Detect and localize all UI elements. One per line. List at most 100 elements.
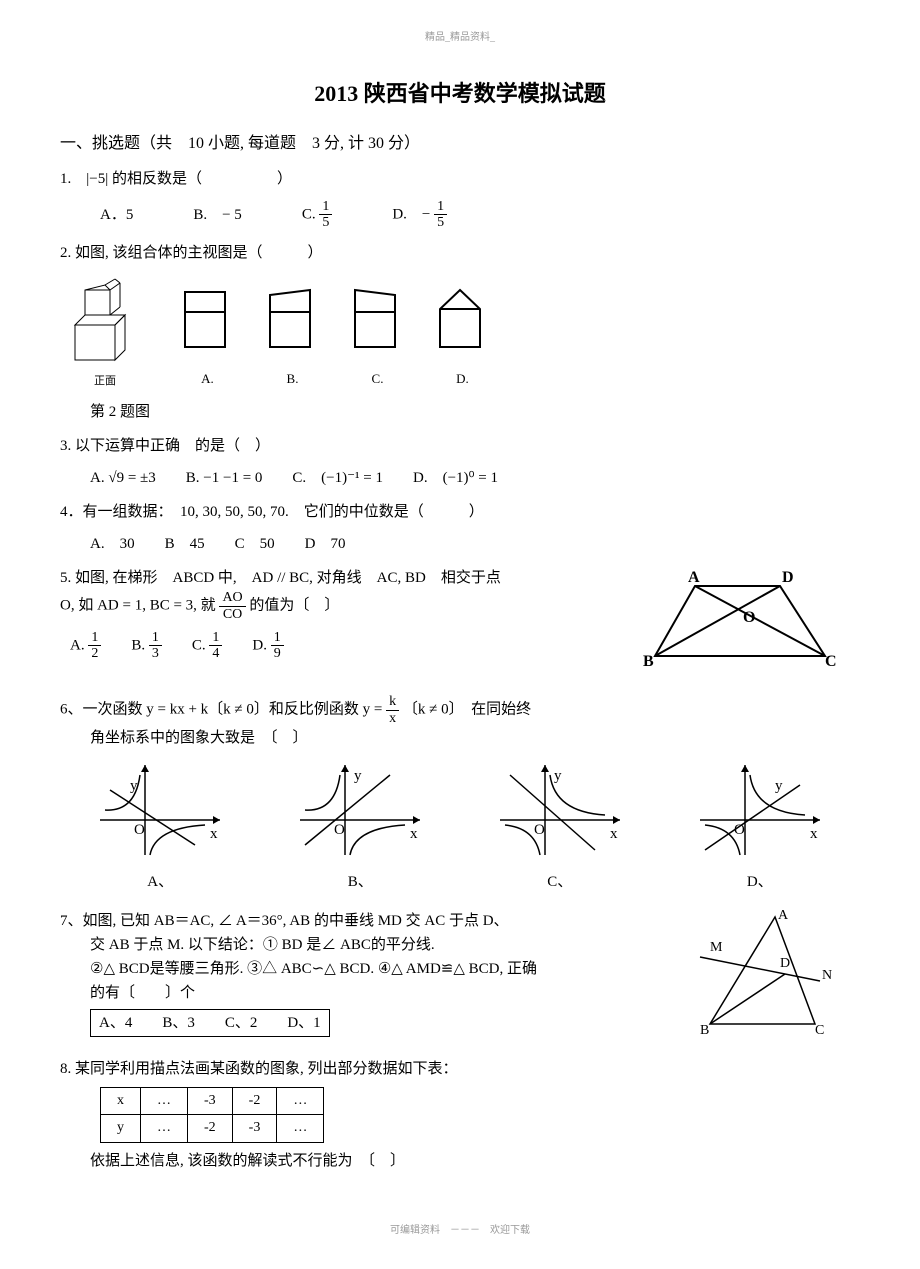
axis-y-label: y: [130, 778, 138, 794]
q8-table: x … -3 -2 … y … -2 -3 …: [100, 1087, 324, 1143]
question-1: 1. |−5| 的相反数是（ ） A．5 B. − 5 C. 1 5 D. − …: [60, 167, 860, 231]
q6-labelD: D、: [747, 870, 773, 894]
q5-options: A. 12 B. 13 C. 14 D. 19: [70, 630, 640, 662]
footer-watermark: 可编辑资料 －－－ 欢迎下载: [60, 1223, 860, 1239]
axis-o-label: O: [134, 822, 145, 838]
vertex-M: M: [710, 940, 723, 955]
cell: -2: [188, 1115, 233, 1142]
opt-label: D.: [252, 637, 267, 653]
axis-x-label: x: [610, 826, 618, 842]
q6-graphC-svg: y x O: [490, 760, 630, 860]
table-row: y … -2 -3 …: [101, 1115, 324, 1142]
vertex-A: A: [778, 908, 789, 923]
q2-optC-label: C.: [350, 369, 405, 390]
q5-optD: D. 19: [252, 630, 283, 662]
vertex-D: D: [782, 569, 794, 586]
q2-caption: 第 2 题图: [90, 400, 860, 424]
q5-line2: O, 如 AD = 1, BC = 3, 就 AO CO 的值为〔 〕: [60, 590, 640, 622]
q2-optA: A.: [180, 287, 235, 390]
q6-line1-pre: 6、一次函数 y = kx + k〔k ≠ 0〕和反比例函数 y =: [60, 701, 386, 717]
q2-optC-svg: [350, 287, 405, 357]
q4-optC: C 50: [235, 532, 275, 556]
q1-optC: C. 1 5: [302, 199, 333, 231]
q1-stem: 1. |−5| 的相反数是（ ）: [60, 167, 860, 191]
q4-optD: D 70: [305, 532, 346, 556]
question-4: 4．有一组数据： 10, 30, 50, 50, 70. 它们的中位数是（ ） …: [60, 500, 860, 556]
q5-optC: C. 14: [192, 630, 223, 662]
q2-figures-row: 正面 A. B. C.: [60, 275, 860, 391]
q2-optD-label: D.: [435, 369, 490, 390]
opt-label: A.: [70, 637, 85, 653]
cell: …: [277, 1115, 324, 1142]
vertex-C: C: [825, 653, 837, 670]
q7-line4: 的有〔 〕个: [90, 981, 680, 1005]
cell: -2: [232, 1087, 277, 1114]
page-title: 2013 陕西省中考数学模拟试题: [60, 76, 860, 111]
question-6: 6、一次函数 y = kx + k〔k ≠ 0〕和反比例函数 y = kx 〔k…: [60, 694, 860, 894]
vertex-D: D: [780, 956, 790, 971]
cell: …: [141, 1115, 188, 1142]
q6-line2: 角坐标系中的图象大致是 〔 〕: [90, 726, 860, 750]
frac-num: 1: [434, 199, 447, 215]
q3-options: A. √9 = ±3 B. −1 −1 = 0 C. (−1)⁻¹ = 1 D.…: [90, 466, 860, 490]
opt-label: B.: [131, 637, 145, 653]
q2-optD: D.: [435, 287, 490, 390]
axis-y-label: y: [354, 768, 362, 784]
q7-line3: ②△ BCD是等腰三角形. ③△ ABC∽△ BCD. ④△ AMD≌△ BCD…: [90, 957, 680, 981]
q2-optB-svg: [265, 287, 320, 357]
q8-conclusion: 依据上述信息, 该函数的解读式不行能为 〔 〕: [90, 1149, 860, 1173]
q2-optB: B.: [265, 287, 320, 390]
section-header: 一、挑选题（共 10 小题, 每道题 3 分, 计 30 分）: [60, 131, 860, 157]
cell: -3: [188, 1087, 233, 1114]
q5-trapezoid-svg: A D B C O: [640, 566, 840, 676]
q3-optB: B. −1 −1 = 0: [186, 466, 263, 490]
header-watermark: 精品_精品资料_: [60, 30, 860, 46]
q7-opts: A、4 B、3 C、2 D、1: [90, 1009, 330, 1037]
axis-x-label: x: [210, 826, 218, 842]
axis-o-label: O: [534, 822, 545, 838]
q2-solid-svg: [60, 275, 150, 365]
q6-labels: A、 B、 C、 D、: [60, 870, 860, 894]
question-3: 3. 以下运算中正确 的是（ ） A. √9 = ±3 B. −1 −1 = 0…: [60, 434, 860, 490]
q7-line2: 交 AB 于点 M. 以下结论：① BD 是∠ ABC的平分线.: [90, 933, 680, 957]
question-8: 8. 某同学利用描点法画某函数的图象, 列出部分数据如下表： x … -3 -2…: [60, 1057, 860, 1173]
q2-optA-svg: [180, 287, 235, 357]
frac-num: k: [386, 694, 399, 710]
axis-o-label: O: [334, 822, 345, 838]
frac-num: 1: [209, 630, 222, 646]
frac-den: CO: [219, 607, 245, 622]
question-5: 5. 如图, 在梯形 ABCD 中, AD // BC, 对角线 AC, BD …: [60, 566, 860, 684]
q4-optB: B 45: [165, 532, 205, 556]
q4-stem: 4．有一组数据： 10, 30, 50, 50, 70. 它们的中位数是（ ）: [60, 500, 860, 524]
frac-den: x: [386, 711, 399, 726]
q2-stem: 2. 如图, 该组合体的主视图是（ ）: [60, 241, 860, 265]
q6-graphD-svg: y x O: [690, 760, 830, 860]
q1-optD: D. − 1 5: [392, 199, 447, 231]
q5-line1: 5. 如图, 在梯形 ABCD 中, AD // BC, 对角线 AC, BD …: [60, 566, 640, 590]
q1-optC-prefix: C.: [302, 206, 316, 222]
axis-x-label: x: [810, 826, 818, 842]
table-row: x … -3 -2 …: [101, 1087, 324, 1114]
q6-line1: 6、一次函数 y = kx + k〔k ≠ 0〕和反比例函数 y = kx 〔k…: [60, 694, 860, 726]
vertex-B: B: [643, 653, 654, 670]
q8-stem: 8. 某同学利用描点法画某函数的图象, 列出部分数据如下表：: [60, 1057, 860, 1081]
q7-line1: 7、如图, 已知 AB＝AC, ∠ A＝36°, AB 的中垂线 MD 交 AC…: [60, 909, 680, 933]
vertex-B: B: [700, 1023, 709, 1038]
frac-num: 1: [88, 630, 101, 646]
q2-optB-label: B.: [265, 369, 320, 390]
q6-labelC: C、: [547, 870, 572, 894]
axis-y-label: y: [775, 778, 783, 794]
frac-den: 5: [319, 215, 332, 230]
axis-y-label: y: [554, 768, 562, 784]
frac-num: 1: [149, 630, 162, 646]
vertex-N: N: [822, 968, 832, 983]
q5-figure: A D B C O: [640, 566, 860, 684]
q2-optC: C.: [350, 287, 405, 390]
q5-optB: B. 13: [131, 630, 162, 662]
q6-graphB-svg: y x O: [290, 760, 430, 860]
q6-line1-post: 〔k ≠ 0〕 在同始终: [403, 701, 531, 717]
q1-options: A．5 B. − 5 C. 1 5 D. − 1 5: [100, 199, 860, 231]
cell: …: [141, 1087, 188, 1114]
frac-den: 2: [88, 646, 101, 661]
q7-text: 7、如图, 已知 AB＝AC, ∠ A＝36°, AB 的中垂线 MD 交 AC…: [60, 909, 680, 1037]
